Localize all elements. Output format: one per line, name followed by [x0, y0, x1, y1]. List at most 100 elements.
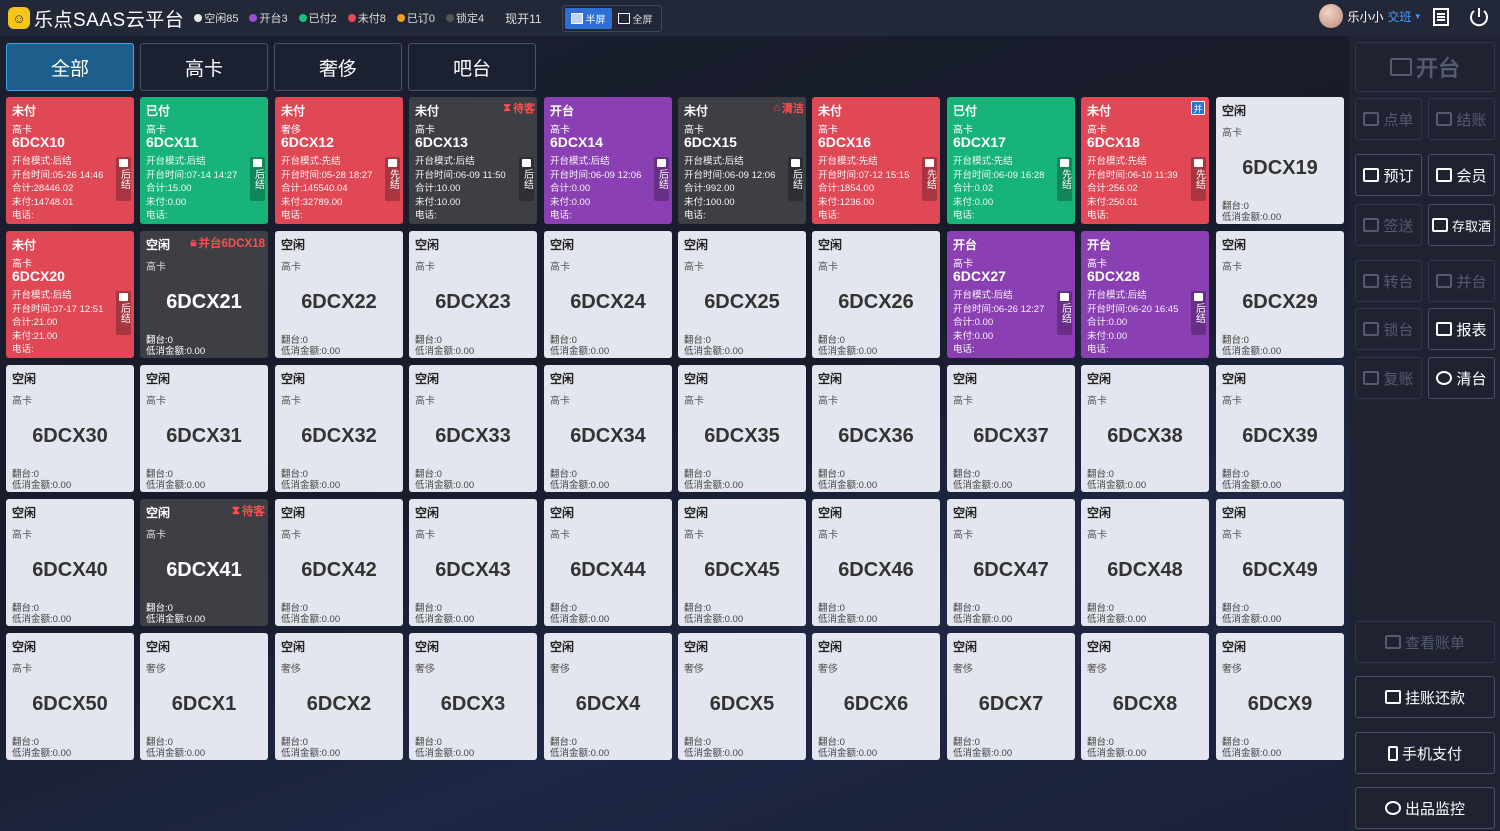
table-card-idle[interactable]: 空闲 高卡 6DCX44 翻台:0 低消金额:0.00 — [544, 499, 672, 626]
table-card-busy[interactable]: 开台 高卡 6DCX28 开台模式:后结 开台时间:06-20 16:45 合计:0.00… — [1081, 231, 1209, 358]
table-card-idle[interactable]: 空闲 高卡 6DCX49 翻台:0 低消金额:0.00 — [1216, 499, 1344, 626]
power-icon[interactable] — [1468, 6, 1490, 28]
table-card-idle[interactable]: 空闲 高卡 6DCX39 翻台:0 低消金额:0.00 — [1216, 365, 1344, 492]
table-card-busy[interactable]: 已付 高卡 6DCX11 开台模式:后结 开台时间:07-14 14:27 合计:15.0… — [140, 97, 268, 224]
table-card-idle[interactable]: 空闲 高卡 6DCX47 翻台:0 低消金额:0.00 — [947, 499, 1075, 626]
table-card-idle[interactable]: 空闲 奢侈 6DCX2 翻台:0 低消金额:0.00 — [275, 633, 403, 760]
detail-line: 未付:100.00 — [684, 196, 735, 208]
open-table-button[interactable]: 开台 — [1355, 42, 1495, 92]
status-count: 已订0 — [396, 10, 435, 26]
logo-icon: ☺ — [8, 7, 30, 29]
status-dot-icon — [249, 14, 258, 22]
table-card-idle[interactable]: 空闲 奢侈 6DCX5 翻台:0 低消金额:0.00 — [678, 633, 806, 760]
report-button[interactable]: 报表 — [1428, 308, 1495, 350]
table-card-idle[interactable]: 空闲 高卡 6DCX41 翻台:0 低消金额:0.00 ⧗ 待客 — [140, 499, 268, 626]
table-card-busy[interactable]: 开台 高卡 6DCX27 开台模式:后结 开台时间:06-26 12:27 合计:0.00… — [947, 231, 1075, 358]
table-card-busy[interactable]: 未付 高卡 6DCX16 开台模式:先结 开台时间:07-12 15:15 合计:1854… — [812, 97, 940, 224]
phone-icon — [1387, 745, 1398, 761]
tab-gaoka[interactable]: 高卡 — [140, 43, 268, 91]
table-card-idle[interactable]: 空闲 高卡 6DCX37 翻台:0 低消金额:0.00 — [947, 365, 1075, 492]
table-card-idle[interactable]: 空闲 高卡 6DCX31 翻台:0 低消金额:0.00 — [140, 365, 268, 492]
table-card-busy[interactable]: 已付 高卡 6DCX17 开台模式:先结 开台时间:06-09 16:28 合计:0.02… — [947, 97, 1075, 224]
member-button[interactable]: 会员 — [1428, 154, 1495, 196]
table-card-idle[interactable]: 空闲 高卡 6DCX50 翻台:0 低消金额:0.00 — [6, 633, 134, 760]
table-card-idle[interactable]: 空闲 高卡 6DCX42 翻台:0 低消金额:0.00 — [275, 499, 403, 626]
half-screen-button[interactable]: 半屏 — [564, 7, 612, 29]
detail-line: 开台时间:07-17 12:51 — [12, 303, 104, 315]
table-card-busy[interactable]: 未付 高卡 6DCX13 开台模式:后结 开台时间:06-09 11:50 合计:10.0… — [409, 97, 537, 224]
table-area: 高卡 — [953, 125, 973, 136]
table-card-busy[interactable]: 未付 高卡 6DCX10 开台模式:后结 开台时间:05-26 14:46 合计:2844… — [6, 97, 134, 224]
min-spend: 低消金额:0.00 — [1222, 614, 1282, 625]
table-card-idle[interactable]: 空闲 高卡 6DCX36 翻台:0 低消金额:0.00 — [812, 365, 940, 492]
table-card-busy[interactable]: 未付 高卡 6DCX18 开台模式:先结 开台时间:06-10 11:39 合计:256.… — [1081, 97, 1209, 224]
table-card-idle[interactable]: 空闲 高卡 6DCX22 翻台:0 低消金额:0.00 — [275, 231, 403, 358]
view-bill-button[interactable]: 查看账单 — [1355, 621, 1495, 663]
wine-storage-button[interactable]: 存取酒 — [1428, 204, 1495, 246]
table-card-idle[interactable]: 空闲 高卡 6DCX30 翻台:0 低消金额:0.00 — [6, 365, 134, 492]
table-card-idle[interactable]: 空闲 高卡 6DCX43 翻台:0 低消金额:0.00 — [409, 499, 537, 626]
tab-luxury[interactable]: 奢侈 — [274, 43, 402, 91]
table-card-idle[interactable]: 空闲 高卡 6DCX33 翻台:0 低消金额:0.00 — [409, 365, 537, 492]
table-code: 6DCX14 — [550, 134, 603, 150]
table-card-idle[interactable]: 空闲 高卡 6DCX35 翻台:0 低消金额:0.00 — [678, 365, 806, 492]
user-menu[interactable]: 乐小小 交班 ▾ — [1319, 4, 1420, 28]
table-card-idle[interactable]: 空闲 奢侈 6DCX9 翻台:0 低消金额:0.00 — [1216, 633, 1344, 760]
table-card-idle[interactable]: 空闲 高卡 6DCX23 翻台:0 低消金额:0.00 — [409, 231, 537, 358]
table-status: 空闲 — [1087, 506, 1112, 520]
turnover-count: 翻台:0 — [1087, 603, 1114, 614]
tab-all[interactable]: 全部 — [6, 43, 134, 91]
table-card-busy[interactable]: 未付 高卡 6DCX20 开台模式:后结 开台时间:07-17 12:51 合计:21.0… — [6, 231, 134, 358]
merge-table-button[interactable]: 并台 — [1428, 260, 1495, 302]
table-card-idle[interactable]: 空闲 高卡 6DCX25 翻台:0 低消金额:0.00 — [678, 231, 806, 358]
table-card-idle[interactable]: 空闲 高卡 6DCX40 翻台:0 低消金额:0.00 — [6, 499, 134, 626]
table-status: 空闲 — [1087, 640, 1112, 654]
table-status: 开台 — [953, 238, 978, 252]
table-card-idle[interactable]: 空闲 高卡 6DCX38 翻台:0 低消金额:0.00 — [1081, 365, 1209, 492]
clear-table-button[interactable]: 清台 — [1428, 357, 1495, 399]
table-card-busy[interactable]: 未付 奢侈 6DCX12 开台模式:先结 开台时间:05-28 18:27 合计:1455… — [275, 97, 403, 224]
table-status: 空闲 — [281, 640, 306, 654]
table-card-idle[interactable]: 空闲 高卡 6DCX26 翻台:0 低消金额:0.00 — [812, 231, 940, 358]
table-card-idle[interactable]: 空闲 高卡 6DCX24 翻台:0 低消金额:0.00 — [544, 231, 672, 358]
document-icon[interactable] — [1430, 6, 1452, 28]
table-status: 空闲 — [818, 506, 843, 520]
table-card-idle[interactable]: 空闲 奢侈 6DCX7 翻台:0 低消金额:0.00 — [947, 633, 1075, 760]
table-card-idle[interactable]: 空闲 高卡 6DCX45 翻台:0 低消金额:0.00 — [678, 499, 806, 626]
detail-line: 电话: — [146, 210, 168, 222]
kitchen-monitor-button[interactable]: 出品监控 — [1355, 787, 1495, 829]
detail-line: 开台模式:后结 — [146, 156, 206, 167]
transfer-table-button[interactable]: 转台 — [1355, 260, 1422, 302]
rebill-button[interactable]: 复账 — [1355, 357, 1422, 399]
shift-handover-link[interactable]: 交班 — [1387, 9, 1412, 24]
sign-button[interactable]: 签送 — [1355, 204, 1422, 246]
settle-mode-badge: 后结 — [654, 157, 669, 201]
table-footer: 翻台:0 低消金额:0.00 — [684, 469, 743, 491]
checkout-button[interactable]: 结账 — [1428, 98, 1495, 140]
order-button[interactable]: 点单 — [1355, 98, 1422, 140]
table-card-idle[interactable]: 空闲 奢侈 6DCX3 翻台:0 低消金额:0.00 — [409, 633, 537, 760]
table-card-idle[interactable]: 空闲 奢侈 6DCX6 翻台:0 低消金额:0.00 — [812, 633, 940, 760]
reserve-button[interactable]: 预订 — [1355, 154, 1422, 196]
table-card-idle[interactable]: 空闲 高卡 6DCX34 翻台:0 低消金额:0.00 — [544, 365, 672, 492]
repay-credit-button[interactable]: 挂账还款 — [1355, 676, 1495, 718]
table-card-idle[interactable]: 空闲 奢侈 6DCX1 翻台:0 低消金额:0.00 — [140, 633, 268, 760]
mobile-pay-button[interactable]: 手机支付 — [1355, 732, 1495, 774]
table-code: 6DCX29 — [1242, 291, 1318, 313]
lock-table-button[interactable]: 锁台 — [1355, 308, 1422, 350]
table-card-idle[interactable]: 空闲 高卡 6DCX21 翻台:0 低消金额:0.00 🔒︎ 并台6DCX18 — [140, 231, 268, 358]
table-card-idle[interactable]: 空闲 奢侈 6DCX4 翻台:0 低消金额:0.00 — [544, 633, 672, 760]
table-area: 高卡 — [12, 664, 32, 675]
table-card-idle[interactable]: 空闲 高卡 6DCX48 翻台:0 低消金额:0.00 — [1081, 499, 1209, 626]
table-status: 空闲 — [818, 640, 843, 654]
table-card-idle[interactable]: 空闲 奢侈 6DCX8 翻台:0 低消金额:0.00 — [1081, 633, 1209, 760]
table-card-idle[interactable]: 空闲 高卡 6DCX32 翻台:0 低消金额:0.00 — [275, 365, 403, 492]
tab-bar[interactable]: 吧台 — [408, 43, 536, 91]
table-card-busy[interactable]: 开台 高卡 6DCX14 开台模式:后结 开台时间:06-09 12:06 合计:0.00… — [544, 97, 672, 224]
table-card-idle[interactable]: 空闲 高卡 6DCX46 翻台:0 低消金额:0.00 — [812, 499, 940, 626]
table-card-idle[interactable]: 空闲 高卡 6DCX29 翻台:0 低消金额:0.00 — [1216, 231, 1344, 358]
full-screen-button[interactable]: 全屏 — [612, 8, 659, 29]
min-spend: 低消金额:0.00 — [550, 480, 610, 491]
table-card-idle[interactable]: 空闲 高卡 6DCX19 翻台:0 低消金额:0.00 — [1216, 97, 1344, 224]
table-card-busy[interactable]: 未付 高卡 6DCX15 开台模式:后结 开台时间:06-09 12:06 合计:992.… — [678, 97, 806, 224]
